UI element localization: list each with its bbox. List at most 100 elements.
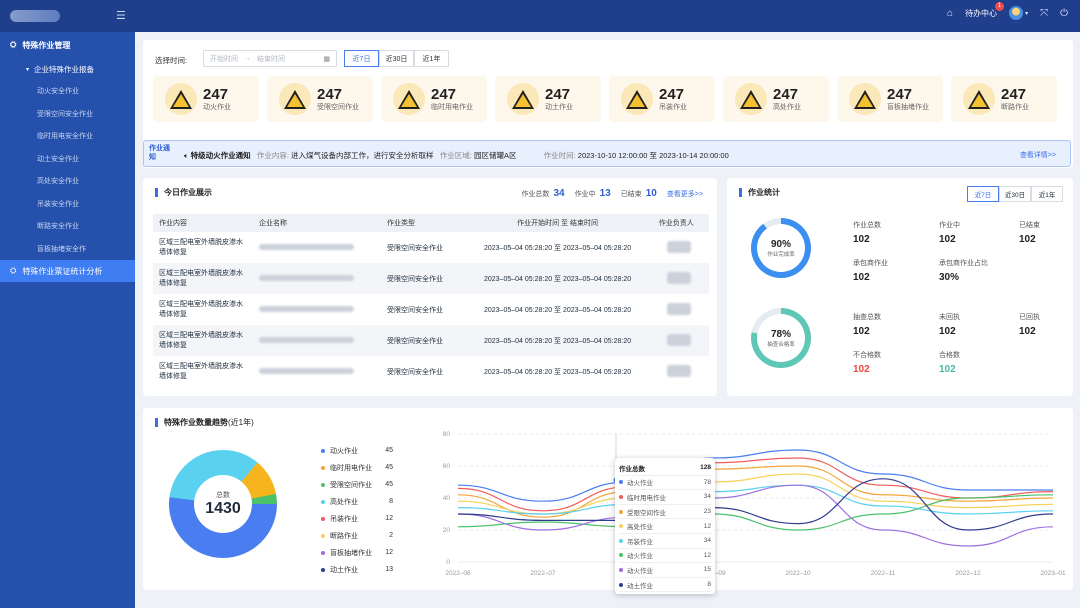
stat-value: 30% [939,272,960,283]
stat-contractor: 承包商作业 102 [853,258,888,283]
notice-details-link[interactable]: 查看详情>> [1019,152,1056,159]
panel-title: 今日作业展示 [155,188,212,197]
power-icon[interactable]: ⏻ [1060,7,1068,19]
tooltip-row: 动土作业 8 [619,578,711,593]
today-stats: 作业总数 34 作业中 13 已结束 10 查看更多>> [521,188,703,199]
col-header: 作业负责人 [652,214,709,232]
notice-value-content: 进入煤气设备内部工作，进行安全分析取样 [291,151,434,160]
tab-30-days[interactable]: 近30日 [999,186,1031,202]
stat-value: 102 [1019,234,1036,245]
work-card[interactable]: 247 高处作业 [723,76,829,122]
card-label: 动土作业 [545,103,573,111]
avatar[interactable] [1009,6,1024,20]
legend-label: 受限空间作业 [330,481,372,489]
sidebar-group-special-work[interactable]: ⛭ 特殊作业管理 [0,32,135,58]
view-more-link[interactable]: 查看更多>> [666,190,703,198]
tab-30-days[interactable]: 近30日 [379,50,414,67]
home-icon[interactable]: ⌂ [947,7,954,19]
work-card[interactable]: 247 受限空间作业 [267,76,373,122]
stat-label: 承包商作业 [853,260,888,267]
work-card[interactable]: 247 吊装作业 [609,76,715,122]
stat-doing-value: 13 [599,188,611,199]
legend-dot [321,482,325,487]
work-statistics-panel: 作业统计 近7日 近30日 近1年 90% 作业完成率 78% 抽查合格率 作业总数… [727,178,1073,396]
legend-dot [321,533,325,538]
table-row[interactable]: 区域三配电室外墙脱皮渗水墙体修复 受限空间安全作业 2023–05–04 05:28… [153,232,709,263]
start-date-input[interactable]: 开始时间 [210,55,238,63]
menu-toggle-icon[interactable]: ☰ [116,10,126,22]
trend-line-chart: 0204060802022–062022–072022–082022–09202… [443,431,1066,577]
legend-value: 45 [385,447,393,454]
stat-contractor-ratio: 承包商作业占比 30% [939,258,988,283]
work-card[interactable]: 247 动土作业 [495,76,601,122]
stat-unqualified: 不合格数 102 [853,350,881,375]
date-range-picker[interactable]: 开始时间 → 结束时间 ▦ [203,50,337,67]
table-row[interactable]: 区域三配电室外墙脱皮渗水墙体修复 受限空间安全作业 2023–05–04 05:28… [153,294,709,325]
todo-label[interactable]: 待办中心 [965,8,998,18]
notice-tag: 作业通知 [149,145,170,161]
work-card[interactable]: 247 动火作业 [153,76,259,122]
work-card[interactable]: 247 断路作业 [951,76,1057,122]
tab-7-days[interactable]: 近7日 [344,50,379,67]
trend-title: 特殊作业数量趋势 [164,418,228,427]
legend-dot [321,448,325,453]
tab-1-year[interactable]: 近1年 [1031,186,1063,202]
table-row[interactable]: 区域三配电室外墙脱皮渗水墙体修复 受限空间安全作业 2023–05–04 05:28… [153,356,709,387]
todo-center-link[interactable]: 待办中心 1 [965,1,1005,19]
y-tick-label: 80 [443,431,451,438]
donut-legend: 动火作业 45 临时用电作业 45 受限空间作业 45 高处作业 8 吊装作业 12 断路作业 2 盲板… [321,442,393,578]
legend-value: 45 [385,464,393,471]
tab-1-year[interactable]: 近1年 [414,50,449,67]
table-row[interactable]: 区域三配电室外墙脱皮渗水墙体修复 受限空间安全作业 2023–05–04 05:28… [153,325,709,356]
sidebar-item[interactable]: 动火安全作业 [37,88,79,96]
warning-sign-icon [963,83,995,115]
legend-value: 8 [389,498,393,505]
sidebar-item-statistics-active[interactable]: ⛭ 特殊作业票证统计分析 [0,260,135,282]
tooltip-total: 128 [700,464,711,472]
stat-done-label: 已结束 [620,191,642,198]
sidebar: ⛭ 特殊作业管理 ▾ 企业特殊作业报备 动火安全作业 受限空间安全作业 临时用电安全… [0,32,135,608]
stat-value: 102 [853,234,870,245]
tooltip-label: 动火作业 [627,567,653,575]
trend-subtitle: (近1年) [228,418,254,427]
work-card[interactable]: 247 临时用电作业 [381,76,487,122]
stat-done: 已结束 102 [1019,220,1040,245]
notice-key-time: 作业时间: [543,151,576,160]
tooltip-value: 15 [703,566,711,574]
stat-doing-label: 作业中 [574,191,596,198]
card-count: 247 [431,85,457,103]
sidebar-item[interactable]: 盲板抽堵安全作 [37,245,86,253]
series-line [457,478,1054,531]
card-count: 247 [317,85,343,103]
sidebar-item[interactable]: 受限空间安全作业 [37,110,93,118]
fullscreen-icon[interactable]: ⤧ [1040,7,1049,19]
sidebar-item[interactable]: 临时用电安全作业 [37,133,93,141]
end-date-input[interactable]: 结束时间 [257,55,285,63]
sidebar-sub-label: 企业特殊作业报备 [34,64,95,74]
card-count: 247 [1001,85,1027,103]
warning-sign-icon [507,83,539,115]
legend-value: 45 [385,481,393,488]
stat-label: 抽查总数 [853,314,881,321]
today-work-panel: 今日作业展示 作业总数 34 作业中 13 已结束 10 查看更多>> 作业内容 企业… [143,178,717,396]
sidebar-item[interactable]: 高处安全作业 [37,178,79,186]
table-row[interactable]: 区域三配电室外墙脱皮渗水墙体修复 受限空间安全作业 2023–05–04 05:28… [153,263,709,294]
stat-total: 作业总数 102 [853,220,881,245]
sidebar-item[interactable]: 断路安全作业 [37,223,79,231]
sidebar-sub-report[interactable]: ▾ 企业特殊作业报备 [0,58,135,80]
chevron-down-icon[interactable]: ▾ [1025,10,1029,17]
logo[interactable] [10,10,60,22]
legend-label: 动火作业 [330,447,358,455]
stat-doing: 作业中 102 [939,220,960,245]
sidebar-item[interactable]: 吊装安全作业 [37,200,79,208]
calendar-icon[interactable]: ▦ [323,55,330,63]
stat-total-label: 作业总数 [521,191,550,198]
notice-key-area: 作业区域: [439,151,472,160]
legend-value: 13 [385,566,393,573]
work-card[interactable]: 247 盲板抽堵作业 [837,76,943,122]
tooltip-title: 作业总数 [619,465,645,473]
tab-7-days[interactable]: 近7日 [967,186,999,202]
cell-content: 区域三配电室外墙脱皮渗水墙体修复 [159,269,243,287]
sidebar-item[interactable]: 动土安全作业 [37,155,79,163]
donut-total-label: 总数 [216,492,230,499]
